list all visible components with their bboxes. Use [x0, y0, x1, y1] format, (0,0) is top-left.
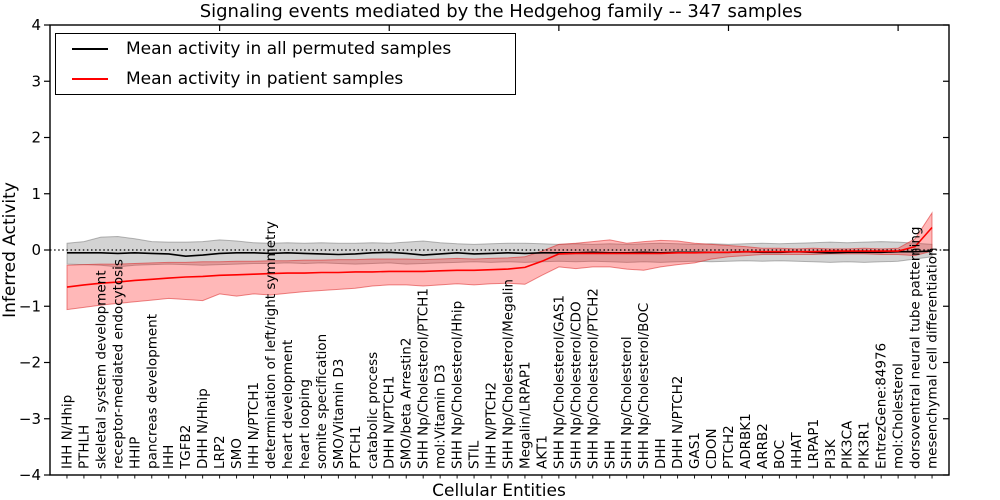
legend-line-permuted-icon [72, 48, 108, 51]
x-tick-label: somite specification [314, 334, 330, 469]
x-tick-label: dorsoventral neural tube patterning [908, 227, 924, 469]
y-tick-label: 1 [31, 185, 41, 203]
x-tick-label: PTHLH [76, 425, 92, 469]
x-tick-label: skeletal system development [93, 271, 109, 470]
x-tick-label: IHH N/PTCH2 [484, 382, 500, 469]
x-tick-label: LRP2 [212, 435, 228, 469]
y-tick-label: −3 [19, 410, 41, 428]
y-axis-label: Inferred Activity [0, 182, 20, 318]
x-tick-label: DHH N/PTCH1 [382, 376, 398, 469]
x-tick-label: BOC [772, 440, 788, 469]
x-tick-label: ADRBK1 [738, 413, 754, 469]
y-tick-label: −1 [19, 297, 41, 315]
y-tick-label: 4 [31, 16, 41, 34]
y-tick-label: 0 [31, 241, 41, 259]
y-tick-label: −2 [19, 354, 41, 372]
legend-label-permuted: Mean activity in all permuted samples [126, 39, 452, 60]
x-tick-label: DHH [653, 438, 669, 469]
x-tick-label: determination of left/right symmetry [263, 221, 279, 469]
x-tick-label: DHH N/PTCH2 [670, 376, 686, 469]
x-tick-label: HHAT [789, 432, 805, 469]
x-tick-label: PI3K [823, 438, 839, 469]
y-tick-label: −4 [19, 466, 41, 484]
legend-entry-permuted: Mean activity in all permuted samples [56, 35, 515, 63]
y-tick-label: 3 [31, 72, 41, 90]
x-tick-label: SHH Np/Cholesterol/PTCH2 [585, 288, 601, 469]
x-tick-label: SHH Np/Cholesterol/Megalin [501, 279, 517, 469]
x-tick-label: SMO [229, 438, 245, 469]
x-tick-label: HHIP [127, 437, 143, 469]
chart-title: Signaling events mediated by the Hedgeho… [200, 1, 803, 22]
x-tick-label: PIK3R1 [857, 421, 873, 469]
x-tick-label: mesenchymal cell differentiation [925, 247, 941, 469]
x-tick-label: PTCH2 [721, 425, 737, 469]
x-tick-label: heart looping [297, 379, 313, 469]
x-tick-label: mol:Cholesterol [891, 363, 907, 469]
x-tick-label: SHH Np/Cholesterol [619, 336, 635, 469]
x-tick-label: IHH N/PTCH1 [246, 382, 262, 469]
x-tick-label: SHH [602, 440, 618, 469]
x-tick-label: SHH Np/Cholesterol/Hhip [450, 301, 466, 469]
legend: Mean activity in all permuted samples Me… [55, 33, 516, 95]
x-tick-label: catabolic process [365, 352, 381, 469]
x-tick-label: ARRB2 [755, 423, 771, 469]
x-tick-label: Megalin/LRPAP1 [517, 361, 533, 469]
x-tick-label: heart development [280, 340, 296, 469]
x-tick-label: PIK3CA [840, 420, 856, 469]
x-tick-label: LRPAP1 [806, 419, 822, 469]
x-tick-label: SHH Np/Cholesterol/GAS1 [551, 295, 567, 469]
x-tick-label: SMO/beta Arrestin2 [399, 338, 415, 469]
x-tick-label: PTCH1 [348, 425, 364, 469]
x-tick-label: SHH Np/Cholesterol/BOC [636, 303, 652, 469]
x-axis-label: Cellular Entities [432, 481, 566, 500]
x-tick-label: STIL [467, 440, 483, 469]
y-tick-label: 2 [31, 129, 41, 147]
x-tick-label: SHH Np/Cholesterol/PTCH1 [416, 288, 432, 469]
x-tick-label: mol:Vitamin D3 [433, 364, 449, 469]
x-tick-label: CDON [704, 428, 720, 469]
patient-mean-line [66, 226, 933, 288]
x-tick-label: pancreas development [144, 314, 160, 469]
x-tick-label: IHH [161, 445, 177, 469]
legend-entry-patient: Mean activity in patient samples [56, 65, 515, 93]
x-tick-label: DHH N/Hhip [195, 388, 211, 469]
legend-line-patient-icon [72, 77, 108, 80]
x-tick-label: SHH Np/Cholesterol/CDO [568, 301, 584, 469]
permuted-band [66, 235, 933, 268]
x-tick-label: TGFB2 [178, 425, 194, 470]
x-tick-label: AKT1 [534, 435, 550, 469]
x-tick-label: SMO/Vitamin D3 [331, 359, 347, 469]
x-tick-label: IHH N/Hhip [60, 395, 76, 469]
legend-label-patient: Mean activity in patient samples [126, 68, 404, 89]
x-tick-label: EntrezGene:84976 [874, 343, 890, 469]
x-tick-label: GAS1 [687, 432, 703, 469]
x-tick-label: receptor-mediated endocytosis [110, 259, 126, 469]
